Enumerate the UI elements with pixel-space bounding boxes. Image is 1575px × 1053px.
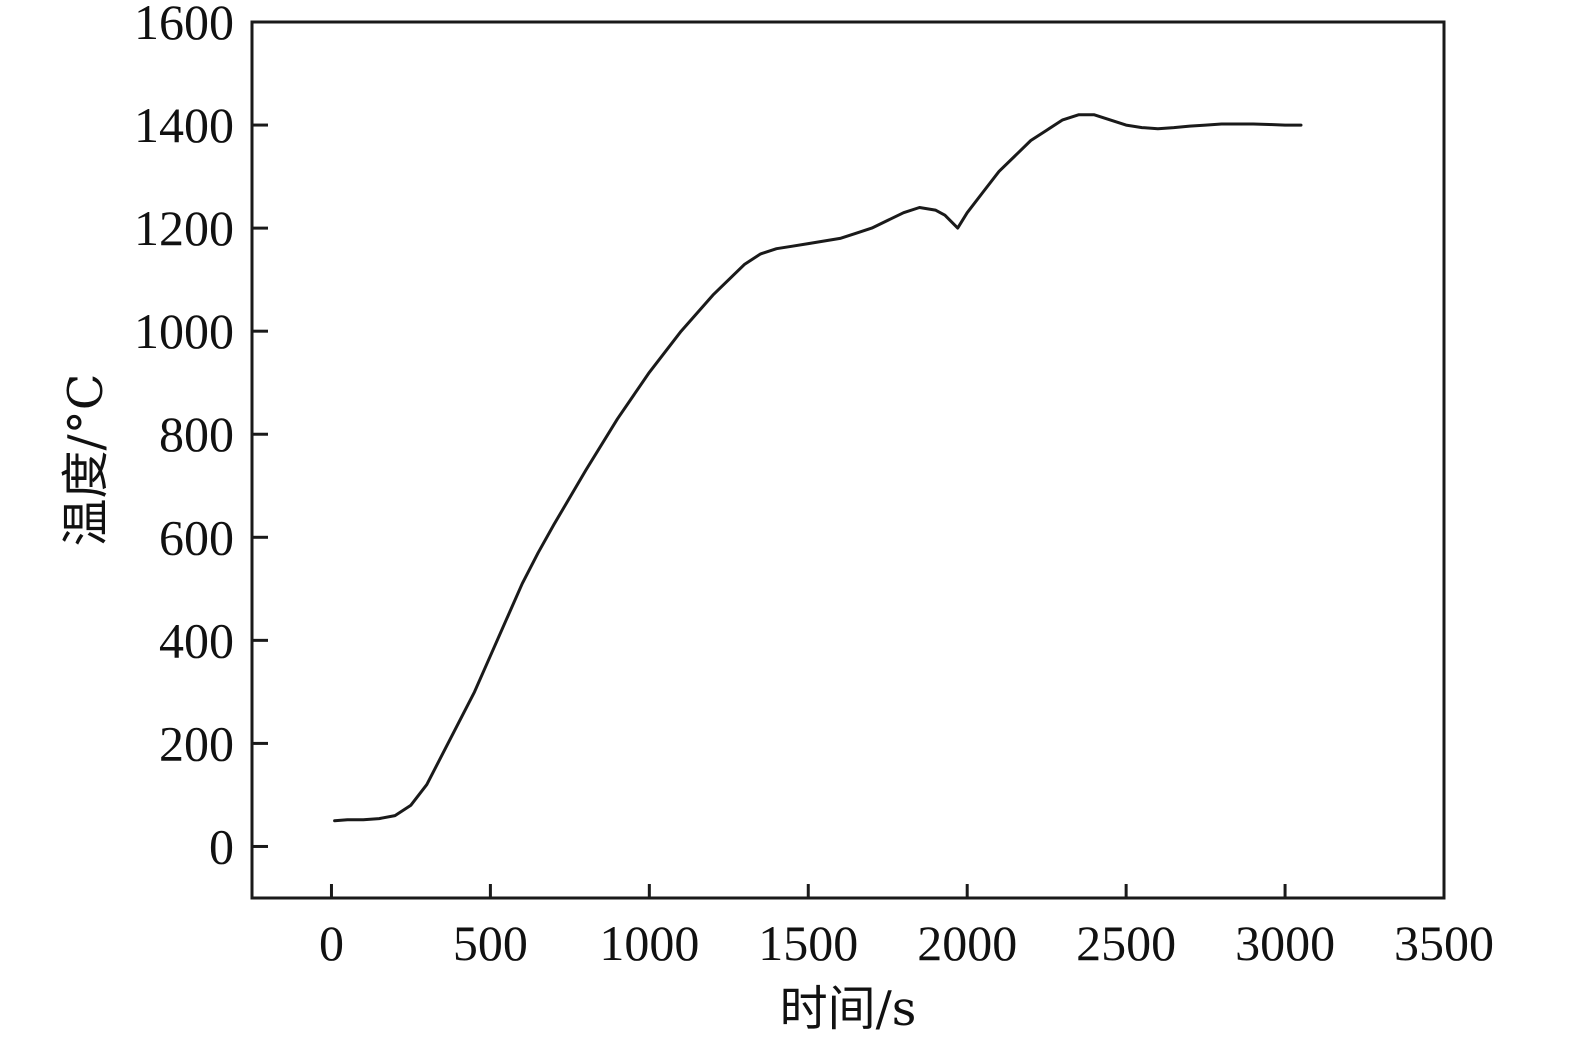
- x-tick-label: 2000: [917, 915, 1017, 971]
- series-group: [333, 113, 1303, 823]
- x-tick-label: 500: [453, 915, 528, 971]
- y-tick-label: 0: [209, 818, 234, 874]
- x-axis-title: 时间/s: [780, 981, 917, 1037]
- x-tick-label: 1000: [599, 915, 699, 971]
- y-tick-label: 1600: [134, 0, 234, 50]
- temperature-series-line: [333, 113, 1303, 823]
- y-tick-label: 600: [159, 509, 234, 565]
- plot-frame: [250, 20, 1446, 900]
- y-tick-label: 1400: [134, 97, 234, 153]
- x-tick-label: 3000: [1235, 915, 1335, 971]
- y-tick-label: 1000: [134, 303, 234, 359]
- x-axis-tick-labels: 0 500 1000 1500 2000 2500 3000 3500: [319, 915, 1494, 971]
- y-tick-label: 400: [159, 612, 234, 668]
- x-tick-label: 0: [319, 915, 344, 971]
- y-axis-ticks: [252, 20, 268, 848]
- x-tick-label: 2500: [1076, 915, 1176, 971]
- y-tick-label: 800: [159, 406, 234, 462]
- y-tick-label: 1200: [134, 200, 234, 256]
- x-axis-ticks: [329, 884, 1446, 898]
- y-axis-tick-labels: 0 200 400 600 800 1000 1200 1400 1600: [134, 0, 234, 874]
- y-tick-label: 200: [159, 715, 234, 771]
- x-tick-label: 3500: [1394, 915, 1494, 971]
- y-axis-title: 温度/°C: [58, 374, 114, 547]
- x-tick-label: 1500: [758, 915, 858, 971]
